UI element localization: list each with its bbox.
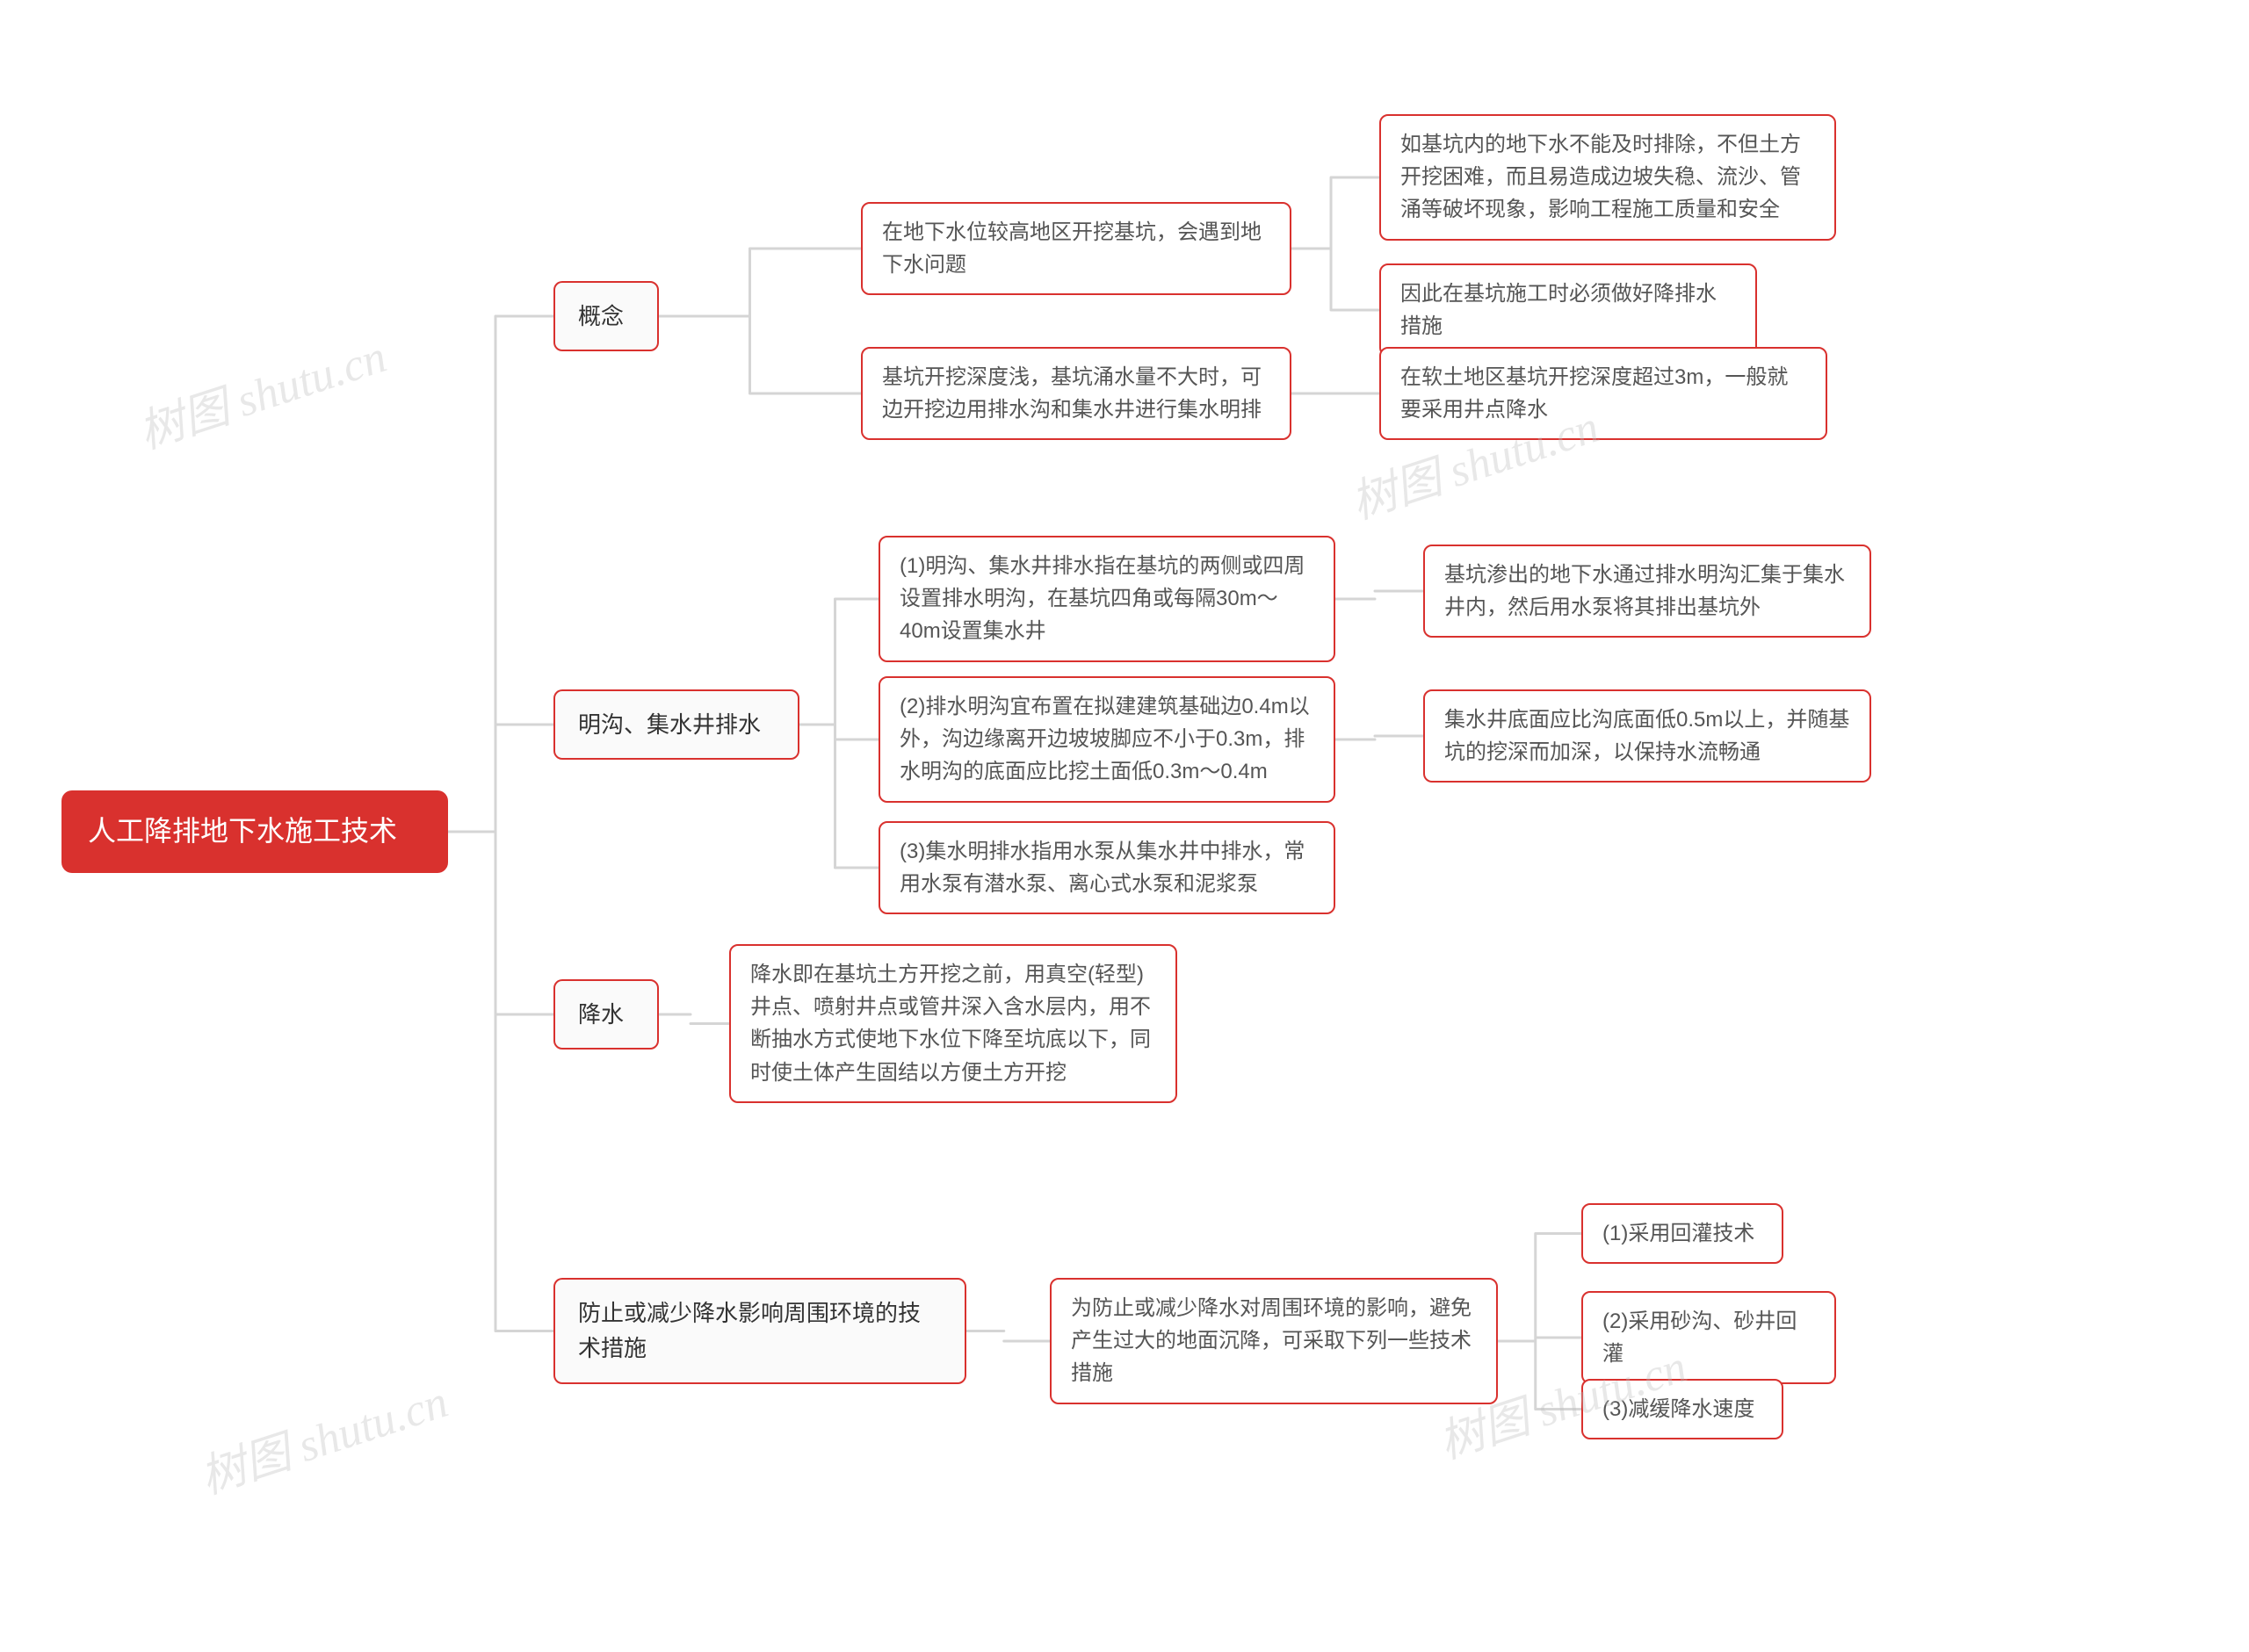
node-label: 降水 (578, 1001, 624, 1028)
node-label: 概念 (578, 303, 624, 329)
node-c4: (2)排水明沟宜布置在拟建建筑基础边0.4m以外，沟边缘离开边坡坡脚应不小于0.… (879, 676, 1335, 803)
connector (966, 1331, 1050, 1342)
node-d3: 在软土地区基坑开挖深度超过3m，一般就要采用井点降水 (1379, 347, 1827, 440)
node-label: 为防止或减少降水对周围环境的影响，避免产生过大的地面沉降，可采取下列一些技术措施 (1071, 1296, 1472, 1385)
connector (1335, 591, 1423, 599)
node-label: (3)集水明排水指用水泵从集水井中排水，常用水泵有潜水泵、离心式水泵和泥浆泵 (900, 840, 1305, 896)
node-label: 在软土地区基坑开挖深度超过3m，一般就要采用井点降水 (1400, 365, 1788, 422)
node-label: 基坑渗出的地下水通过排水明沟汇集于集水井内，然后用水泵将其排出基坑外 (1444, 563, 1845, 619)
node-b4: 防止或减少降水影响周围环境的技术措施 (553, 1278, 966, 1384)
connector (1335, 736, 1423, 739)
node-label: (1)明沟、集水井排水指在基坑的两侧或四周设置排水明沟，在基坑四角或每隔30m～… (900, 554, 1305, 643)
mindmap-canvas: 人工降排地下水施工技术 概念明沟、集水井排水降水防止或减少降水影响周围环境的技术措… (0, 0, 2249, 1652)
node-label: 防止或减少降水影响周围环境的技术措施 (578, 1300, 921, 1361)
node-d7: (2)采用砂沟、砂井回灌 (1581, 1291, 1836, 1384)
node-b2: 明沟、集水井排水 (553, 689, 799, 760)
node-label: 在地下水位较高地区开挖基坑，会遇到地下水问题 (882, 220, 1262, 277)
node-label: 明沟、集水井排水 (578, 711, 761, 738)
node-label: 如基坑内的地下水不能及时排除，不但土方开挖困难，而且易造成边坡失稳、流沙、管涌等… (1400, 133, 1801, 221)
node-d2: 因此在基坑施工时必须做好降排水措施 (1379, 263, 1757, 357)
node-label: (3)减缓降水速度 (1602, 1397, 1754, 1421)
node-label: (2)排水明沟宜布置在拟建建筑基础边0.4m以外，沟边缘离开边坡坡脚应不小于0.… (900, 695, 1310, 783)
connector (659, 1014, 729, 1024)
watermark-0: 树图 shutu.cn (129, 320, 394, 461)
connector (1498, 1234, 1581, 1410)
node-d1: 如基坑内的地下水不能及时排除，不但土方开挖困难，而且易造成边坡失稳、流沙、管涌等… (1379, 114, 1836, 241)
node-c1: 在地下水位较高地区开挖基坑，会遇到地下水问题 (861, 202, 1291, 295)
connector (799, 599, 879, 868)
node-d8: (3)减缓降水速度 (1581, 1379, 1783, 1439)
node-c2: 基坑开挖深度浅，基坑涌水量不大时，可边开挖边用排水沟和集水井进行集水明排 (861, 347, 1291, 440)
node-d4: 基坑渗出的地下水通过排水明沟汇集于集水井内，然后用水泵将其排出基坑外 (1423, 545, 1871, 638)
node-b3: 降水 (553, 979, 659, 1050)
node-label: 基坑开挖深度浅，基坑涌水量不大时，可边开挖边用排水沟和集水井进行集水明排 (882, 365, 1262, 422)
node-d5: 集水井底面应比沟底面低0.5m以上，并随基坑的挖深而加深，以保持水流畅通 (1423, 689, 1871, 783)
watermark-2: 树图 shutu.cn (191, 1365, 455, 1506)
node-c7: 为防止或减少降水对周围环境的影响，避免产生过大的地面沉降，可采取下列一些技术措施 (1050, 1278, 1498, 1404)
node-c5: (3)集水明排水指用水泵从集水井中排水，常用水泵有潜水泵、离心式水泵和泥浆泵 (879, 821, 1335, 914)
node-label: (2)采用砂沟、砂井回灌 (1602, 1309, 1797, 1366)
node-c6: 降水即在基坑土方开挖之前，用真空(轻型)井点、喷射井点或管井深入含水层内，用不断… (729, 944, 1177, 1103)
node-c3: (1)明沟、集水井排水指在基坑的两侧或四周设置排水明沟，在基坑四角或每隔30m～… (879, 536, 1335, 662)
node-label: 降水即在基坑土方开挖之前，用真空(轻型)井点、喷射井点或管井深入含水层内，用不断… (750, 963, 1151, 1085)
node-d6: (1)采用回灌技术 (1581, 1203, 1783, 1264)
node-label: 人工降排地下水施工技术 (88, 815, 397, 847)
connector (1291, 177, 1379, 310)
connector (659, 249, 861, 393)
node-label: 集水井底面应比沟底面低0.5m以上，并随基坑的挖深而加深，以保持水流畅通 (1444, 708, 1849, 764)
node-b1: 概念 (553, 281, 659, 351)
connector (448, 316, 553, 1331)
node-root: 人工降排地下水施工技术 (61, 790, 448, 873)
node-label: 因此在基坑施工时必须做好降排水措施 (1400, 282, 1717, 338)
node-label: (1)采用回灌技术 (1602, 1222, 1754, 1245)
